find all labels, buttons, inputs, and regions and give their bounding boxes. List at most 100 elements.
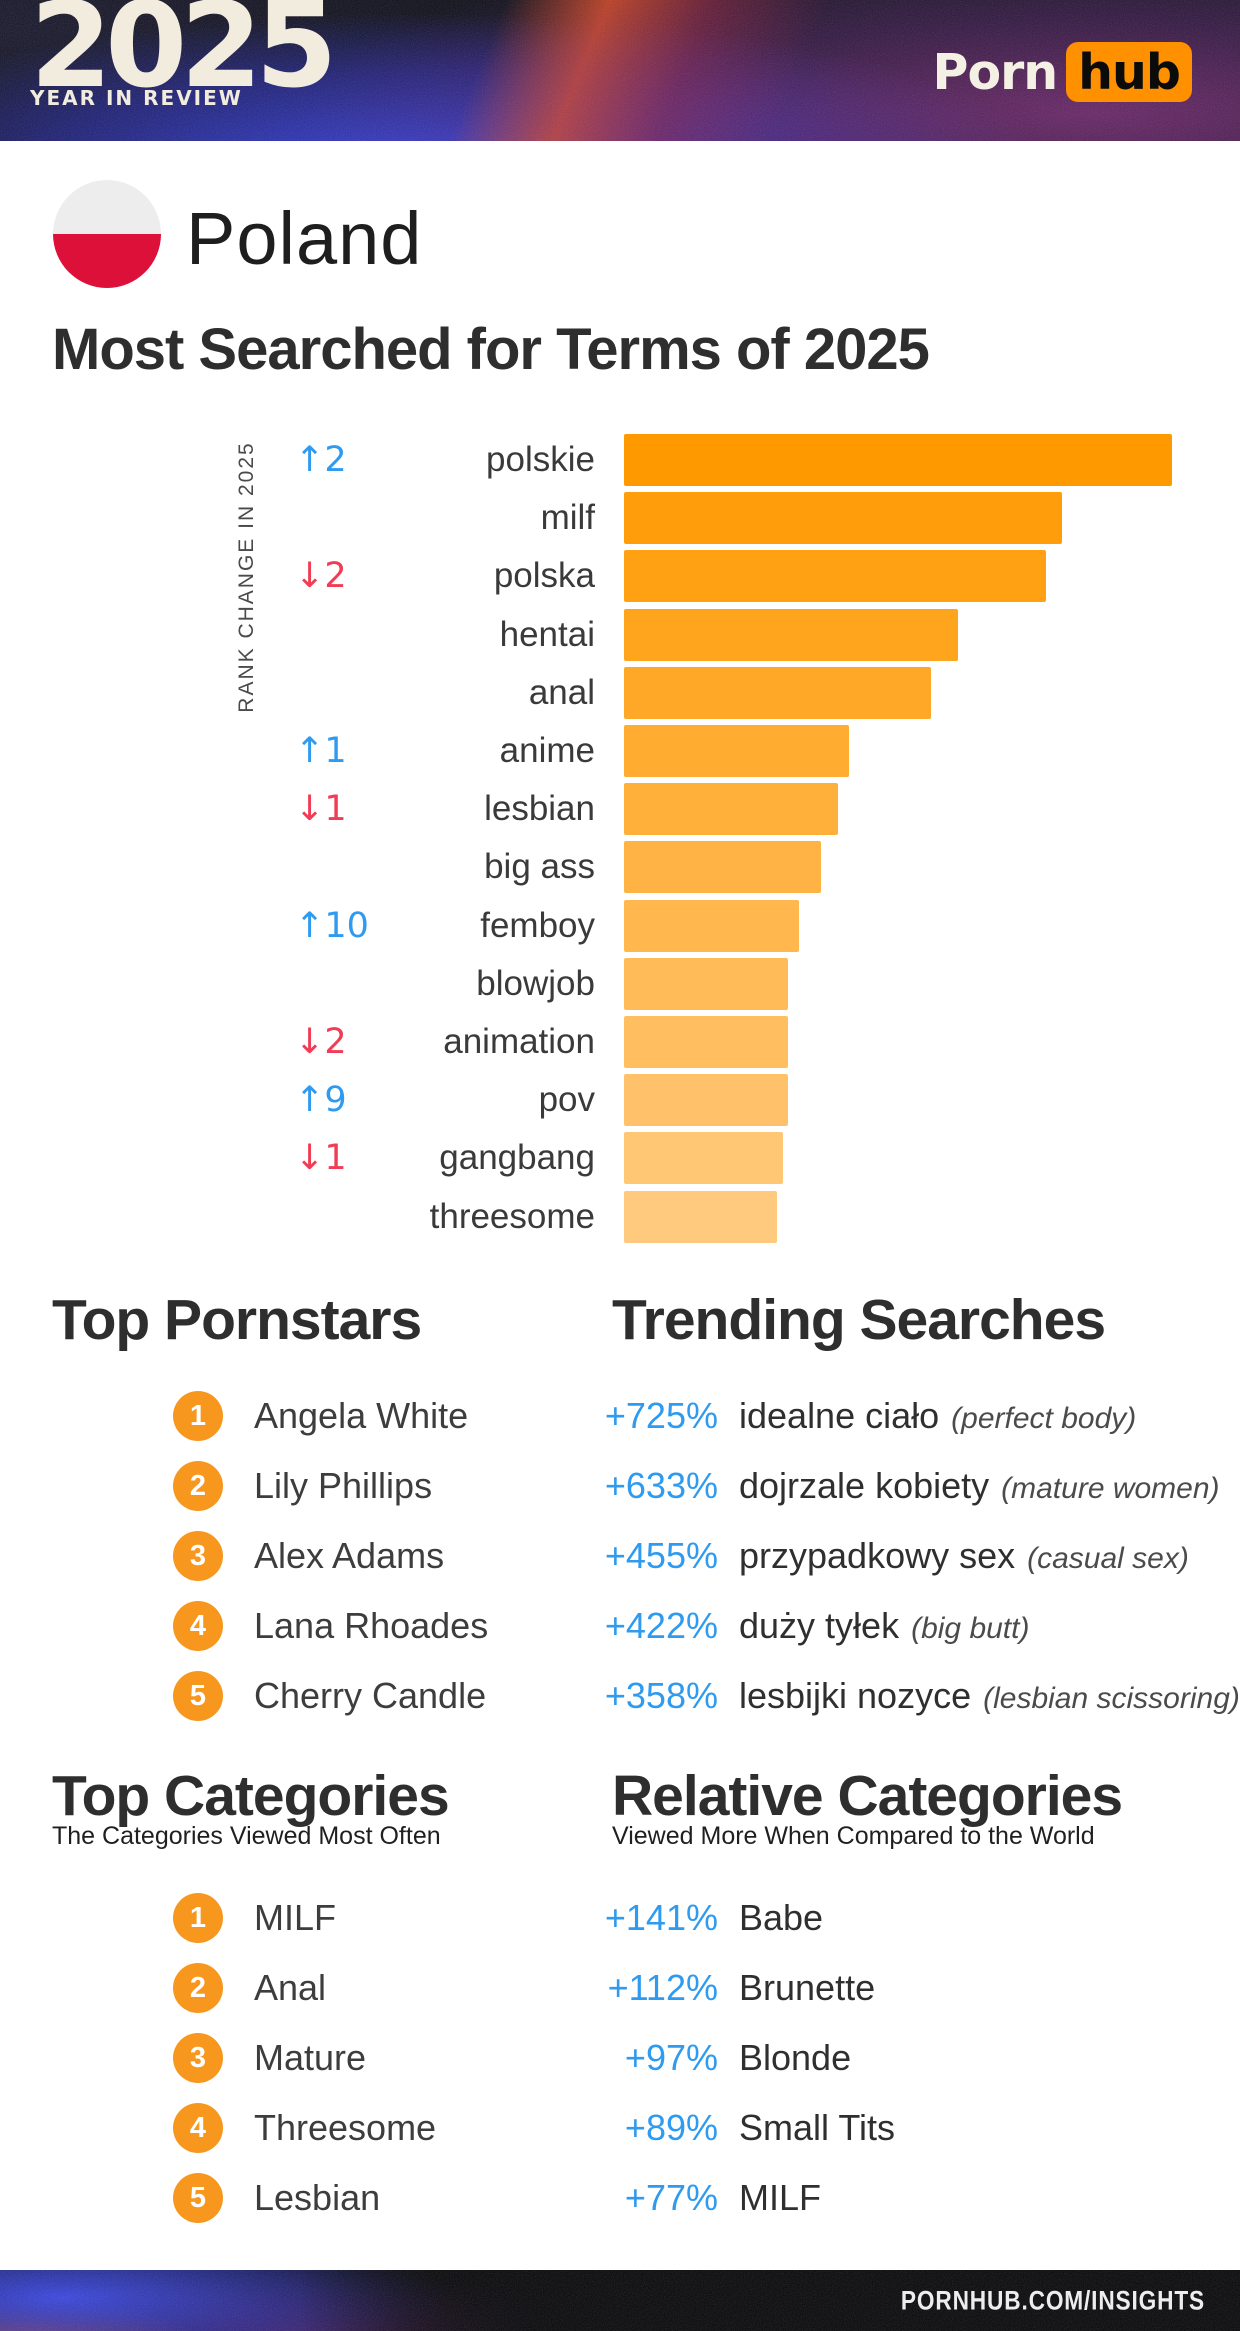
trend-term: dojrzale kobiety [739,1465,990,1506]
rank-change-value: ↓1 [295,789,347,830]
list-item: +97% Blonde [560,2023,1240,2093]
search-term-label: femboy [480,905,595,945]
year-text: 2025 [30,0,337,114]
trend-term: idealne ciało [739,1395,940,1436]
list-item: 2 Anal [0,1953,600,2023]
bar [624,1190,777,1243]
list-item: +77% MILF [560,2163,1240,2233]
list-item: 5 Cherry Candle [0,1661,600,1731]
rank-change-value: ↑1 [295,731,347,772]
trend-percent: +358% [604,1675,718,1716]
search-term-label: threesome [429,1196,595,1236]
relative-percent: +77% [624,2177,718,2218]
search-term-label: blowjob [476,963,595,1003]
list-item: +89% Small Tits [560,2093,1240,2163]
country-name: Poland [186,197,423,280]
most-searched-bar-chart: ↑2 polskie milf ↓2 polska hentai anal ↑1 an… [0,431,1240,1246]
top-categories-title: Top Categories [52,1764,450,1828]
category-name: Threesome [254,2107,437,2148]
pornhub-logo-hub: hub [1078,43,1181,101]
trend-percent: +633% [604,1465,718,1506]
search-term-label: lesbian [484,789,595,829]
category-name: MILF [739,2177,822,2218]
trend-translation: (perfect body) [951,1402,1137,1435]
category-name: Brunette [739,1967,876,2008]
bar [624,1074,788,1127]
chart-row: ↓2 polska [0,547,1240,605]
trend-term: lesbijki nozyce [739,1675,972,1716]
search-term-label: pov [538,1080,595,1120]
list-item: +422% duży tyłek (big butt) [560,1591,1240,1661]
rank-badge: 3 [173,1531,223,1581]
rank-badge: 4 [173,1601,223,1651]
top-categories-subtitle: The Categories Viewed Most Often [52,1822,441,1850]
bar [624,666,931,719]
pornstar-name: Cherry Candle [254,1675,487,1716]
rank-change-value: ↓2 [295,556,347,597]
list-item: 3 Mature [0,2023,600,2093]
relative-percent: +89% [624,2107,718,2148]
category-name: Lesbian [254,2177,381,2218]
search-term-label: big ass [484,847,595,887]
chart-row: threesome [0,1187,1240,1245]
header-banner: 2025 YEAR IN REVIEW Porn hub [0,0,1240,141]
poland-flag-icon [53,180,161,288]
category-name: MILF [254,1897,337,1938]
pornstar-name: Angela White [254,1395,469,1436]
chart-row: ↓1 gangbang [0,1129,1240,1187]
bar [624,1015,788,1068]
chart-row: blowjob [0,955,1240,1013]
rank-badge: 4 [173,2103,223,2153]
bar [624,899,799,952]
bar [624,957,788,1010]
insights-url: PORNHUB.COM/INSIGHTS [900,2285,1205,2315]
trend-translation: (big butt) [911,1612,1030,1645]
pornhub-logo-porn: Porn [932,43,1059,101]
list-item: 5 Lesbian [0,2163,600,2233]
category-name: Mature [254,2037,367,2078]
relative-percent: +141% [604,1897,718,1938]
trending-searches-list: +725% idealne ciało (perfect body) +633% do… [560,1381,1240,1731]
category-name: Blonde [739,2037,852,2078]
list-item: 3 Alex Adams [0,1521,600,1591]
chart-row: big ass [0,838,1240,896]
list-item: 4 Lana Rhoades [0,1591,600,1661]
trend-term: duży tyłek [739,1605,900,1646]
rank-change-value: ↑9 [295,1080,347,1121]
relative-percent: +112% [607,1967,718,2008]
top-pornstars-title: Top Pornstars [52,1288,422,1352]
relative-categories-list: +141% Babe +112% Brunette +97% Blonde +89% S… [560,1883,1240,2233]
rank-badge: 5 [173,1671,223,1721]
year-in-review-logo: 2025 YEAR IN REVIEW [30,0,337,114]
rank-change-value: ↓2 [295,1021,347,1062]
list-item: 1 Angela White [0,1381,600,1451]
trend-term: przypadkowy sex [739,1535,1016,1576]
trend-translation: (casual sex) [1027,1542,1189,1575]
trend-translation: (lesbian scissoring) [983,1682,1240,1715]
relative-categories-title: Relative Categories [612,1764,1123,1828]
rank-badge: 2 [173,1963,223,2013]
chart-row: ↑1 anime [0,722,1240,780]
rank-change-value: ↑10 [295,905,369,946]
list-item: +455% przypadkowy sex (casual sex) [560,1521,1240,1591]
bar [624,550,1046,603]
trend-translation: (mature women) [1001,1472,1220,1505]
rank-badge: 3 [173,2033,223,2083]
rank-badge: 1 [173,1893,223,1943]
chart-row: ↑10 femboy [0,897,1240,955]
list-item: +725% idealne ciało (perfect body) [560,1381,1240,1451]
chart-row: anal [0,664,1240,722]
search-term-label: milf [540,498,595,538]
rank-change-value: ↑2 [295,440,347,481]
search-term-label: polskie [486,440,595,480]
search-term-label: polska [493,556,595,596]
pornstar-name: Alex Adams [254,1535,445,1576]
search-term-label: anime [499,731,595,771]
pornstar-name: Lily Phillips [254,1465,433,1506]
list-item: +112% Brunette [560,1953,1240,2023]
category-name: Anal [254,1967,327,2008]
search-term-label: gangbang [439,1138,595,1178]
chart-row: hentai [0,606,1240,664]
trend-percent: +725% [604,1395,718,1436]
bar [624,1132,783,1185]
